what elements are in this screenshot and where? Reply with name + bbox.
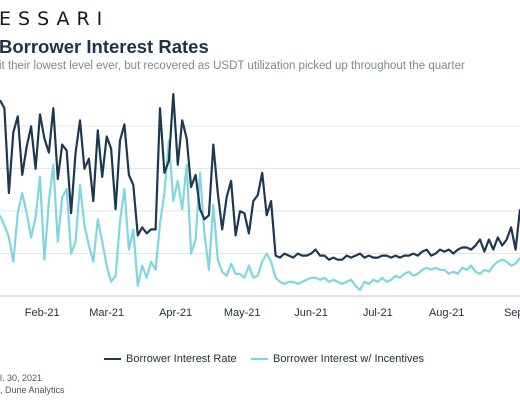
legend-label: Borrower Interest Rate (126, 353, 237, 365)
x-tick-label: May-21 (224, 307, 261, 319)
series-lines (0, 92, 520, 291)
legend-item-borrower-interest-incentives: Borrower Interest w/ Incentives (251, 353, 424, 365)
chart-subtitle: it their lowest level ever, but recovere… (0, 60, 465, 72)
series-line-borrower-interest-rate (0, 92, 520, 261)
x-tick-label: Mar-21 (89, 307, 124, 319)
legend-label: Borrower Interest w/ Incentives (273, 353, 425, 365)
gridlines (0, 125, 520, 254)
footnote-source: , Dune Analytics (0, 385, 65, 395)
legend-item-borrower-interest-rate: Borrower Interest Rate (104, 353, 237, 365)
legend-swatch-icon (251, 357, 268, 361)
chart-title: Borrower Interest Rates (0, 36, 209, 57)
x-tick-label: Sep- (504, 307, 520, 319)
x-tick-label: Apr-21 (159, 307, 192, 319)
series-line-borrower-interest-incentives (0, 139, 520, 291)
x-tick-label: Feb-21 (25, 307, 60, 319)
x-tick-label: Jun-21 (294, 307, 328, 319)
x-axis-ticks: Feb-21 Mar-21 Apr-21 May-21 Jun-21 Jul-21 Aug-… (25, 307, 520, 319)
chart-legend: Borrower Interest Rate Borrower Interest… (0, 353, 520, 367)
x-tick-label: Aug-21 (429, 307, 464, 319)
footnote-date: l. 30, 2021 (0, 373, 43, 383)
brand-logo: ESSARI (0, 8, 110, 30)
legend-swatch-icon (104, 357, 121, 361)
x-tick-label: Jul-21 (363, 307, 393, 319)
